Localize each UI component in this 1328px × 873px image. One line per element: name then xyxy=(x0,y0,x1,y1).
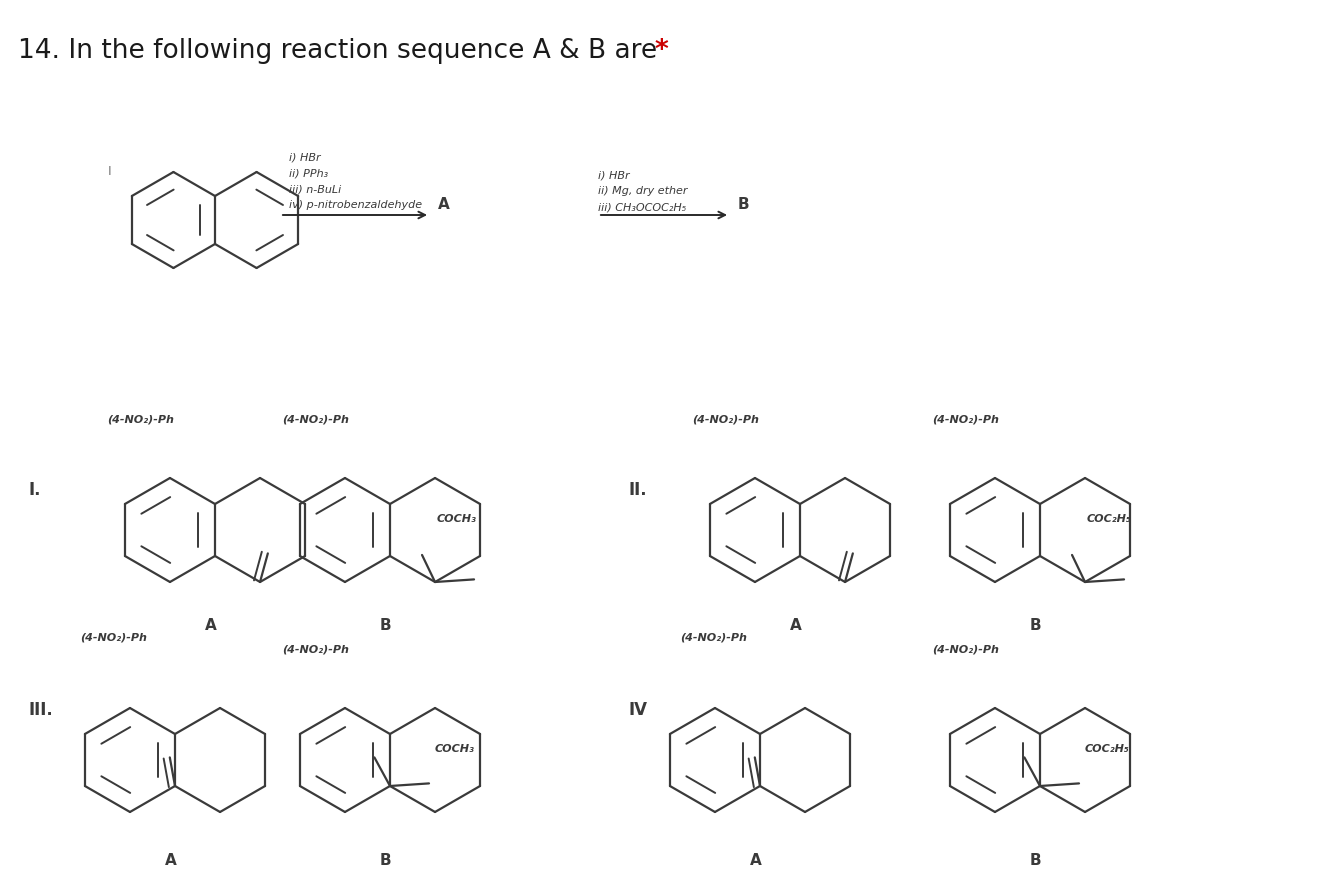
Text: B: B xyxy=(1031,853,1041,868)
Text: COCH₃: COCH₃ xyxy=(437,514,477,524)
Text: iii) CH₃OCOC₂H₅: iii) CH₃OCOC₂H₅ xyxy=(598,202,687,212)
Text: III.: III. xyxy=(28,701,53,719)
Text: (4-NO₂)-Ph: (4-NO₂)-Ph xyxy=(692,414,758,424)
Text: A: A xyxy=(790,618,802,633)
Text: II.: II. xyxy=(628,481,647,499)
Text: COC₂H₅: COC₂H₅ xyxy=(1086,514,1131,524)
Text: I.: I. xyxy=(28,481,40,499)
Text: (4-NO₂)-Ph: (4-NO₂)-Ph xyxy=(932,644,999,654)
Text: A: A xyxy=(205,618,216,633)
Text: COC₂H₅: COC₂H₅ xyxy=(1084,744,1129,754)
Text: IV: IV xyxy=(628,701,647,719)
Text: (4-NO₂)-Ph: (4-NO₂)-Ph xyxy=(108,414,174,424)
Text: (4-NO₂)-Ph: (4-NO₂)-Ph xyxy=(680,632,746,642)
Text: ii) Mg, dry ether: ii) Mg, dry ether xyxy=(598,186,688,196)
Text: i) HBr: i) HBr xyxy=(598,170,629,180)
Text: B: B xyxy=(380,618,392,633)
Text: A: A xyxy=(750,853,762,868)
Text: *: * xyxy=(655,38,669,64)
Text: B: B xyxy=(738,197,749,212)
Text: i) HBr: i) HBr xyxy=(290,152,320,162)
Text: A: A xyxy=(438,197,450,212)
Text: iv) p-nitrobenzaldehyde: iv) p-nitrobenzaldehyde xyxy=(290,200,422,210)
Text: (4-NO₂)-Ph: (4-NO₂)-Ph xyxy=(932,414,999,424)
Text: iii) n-BuLi: iii) n-BuLi xyxy=(290,184,341,194)
Text: B: B xyxy=(380,853,392,868)
Text: B: B xyxy=(1031,618,1041,633)
Text: I: I xyxy=(108,165,112,178)
Text: (4-NO₂)-Ph: (4-NO₂)-Ph xyxy=(80,632,147,642)
Text: A: A xyxy=(165,853,177,868)
Text: COCH₃: COCH₃ xyxy=(434,744,474,754)
Text: (4-NO₂)-Ph: (4-NO₂)-Ph xyxy=(282,644,349,654)
Text: 14. In the following reaction sequence A & B are: 14. In the following reaction sequence A… xyxy=(19,38,657,64)
Text: (4-NO₂)-Ph: (4-NO₂)-Ph xyxy=(282,414,349,424)
Text: ii) PPh₃: ii) PPh₃ xyxy=(290,168,328,178)
